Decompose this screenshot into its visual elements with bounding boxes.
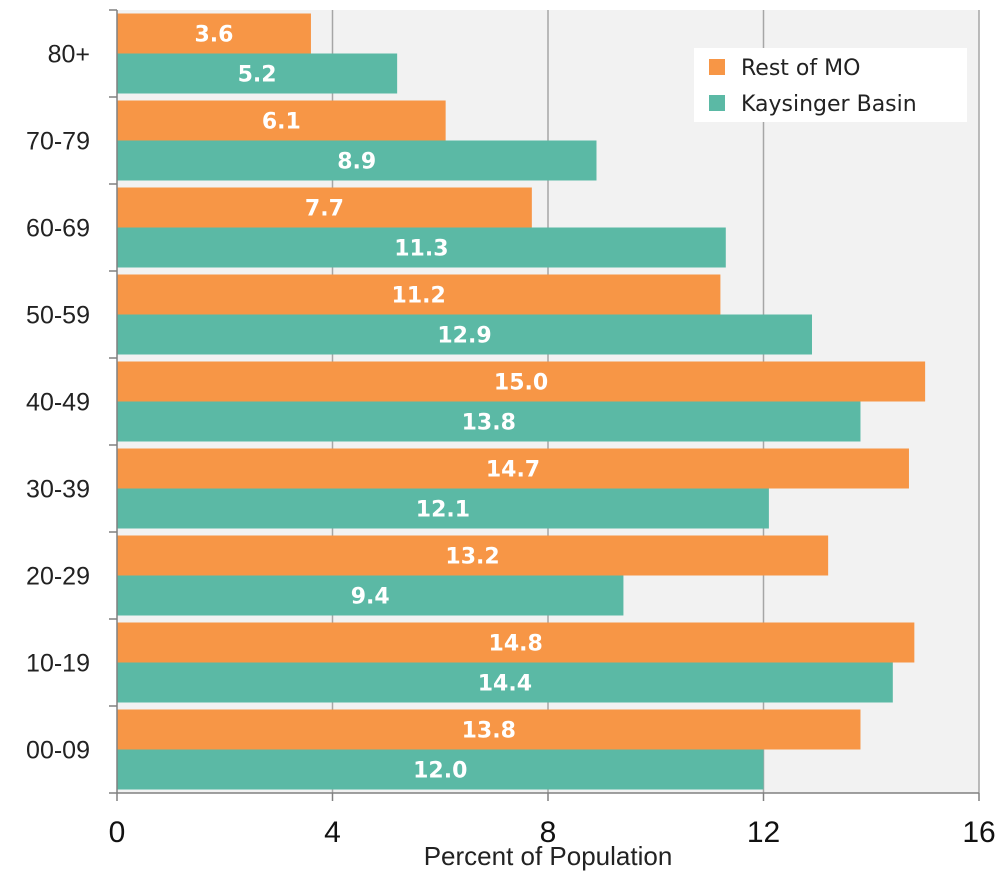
axes [109, 9, 980, 801]
data-label: 5.2 [238, 63, 277, 88]
data-label: 11.2 [392, 284, 446, 309]
bar-rest-of-mo [117, 709, 861, 750]
x-tick-label: 8 [540, 816, 557, 849]
x-axis-title: Percent of Population [424, 841, 673, 871]
y-category-label: 00-09 [26, 737, 90, 765]
data-label: 14.8 [489, 632, 543, 657]
bar-rest-of-mo [117, 622, 915, 663]
data-label: 14.4 [478, 672, 532, 697]
data-label: 13.2 [445, 545, 499, 570]
data-label: 6.1 [262, 110, 301, 135]
x-tick-label: 12 [747, 816, 780, 849]
bar-rest-of-mo [117, 361, 926, 402]
y-category-label: 20-29 [26, 563, 90, 591]
bar-kaysinger-basin [117, 227, 726, 268]
legend-label-kaysinger-basin: Kaysinger Basin [741, 92, 917, 117]
bars [117, 13, 926, 790]
data-label: 12.9 [437, 324, 491, 349]
data-label: 8.9 [337, 150, 376, 175]
bar-rest-of-mo [117, 100, 446, 141]
bar-rest-of-mo [117, 448, 909, 489]
bar-rest-of-mo [117, 274, 721, 315]
legend-swatch-rest-of-mo [709, 59, 725, 75]
data-label: 13.8 [462, 719, 516, 744]
data-label: 3.6 [194, 23, 233, 48]
bar-kaysinger-basin [117, 575, 624, 616]
bar-rest-of-mo [117, 535, 829, 576]
y-category-label: 80+ [48, 41, 90, 69]
y-category-label: 10-19 [26, 650, 90, 678]
legend-swatch-kaysinger-basin [709, 95, 725, 111]
data-label: 9.4 [351, 585, 390, 610]
legend-label-rest-of-mo: Rest of MO [741, 56, 860, 81]
data-label: 12.0 [413, 759, 467, 784]
x-tick-label: 0 [109, 816, 126, 849]
bar-kaysinger-basin [117, 662, 893, 703]
data-label: 12.1 [416, 498, 470, 523]
bar-rest-of-mo [117, 187, 532, 228]
y-category-label: 60-69 [26, 215, 90, 243]
data-label: 15.0 [494, 371, 548, 396]
bar-kaysinger-basin [117, 140, 597, 181]
bar-kaysinger-basin [117, 488, 769, 529]
y-category-label: 70-79 [26, 128, 90, 156]
data-label: 13.8 [462, 411, 516, 436]
x-tick-label: 16 [962, 816, 995, 849]
bar-kaysinger-basin [117, 53, 398, 94]
y-category-label: 40-49 [26, 389, 90, 417]
y-category-label: 50-59 [26, 302, 90, 330]
data-label: 14.7 [486, 458, 540, 483]
x-tick-label: 4 [324, 816, 341, 849]
bar-kaysinger-basin [117, 314, 812, 355]
labels: 0 4 8 12 16 13.8 12.0 00-09 14.8 14.4 10-19 13.2 9.4… [26, 23, 996, 850]
y-category-label: 30-39 [26, 476, 90, 504]
data-label: 7.7 [305, 197, 344, 222]
data-label: 11.3 [394, 237, 448, 262]
bar-kaysinger-basin [117, 749, 764, 790]
bar-kaysinger-basin [117, 401, 861, 442]
legend-box [694, 48, 967, 122]
legend: Rest of MO Kaysinger Basin [694, 48, 967, 122]
bar-rest-of-mo [117, 13, 311, 54]
